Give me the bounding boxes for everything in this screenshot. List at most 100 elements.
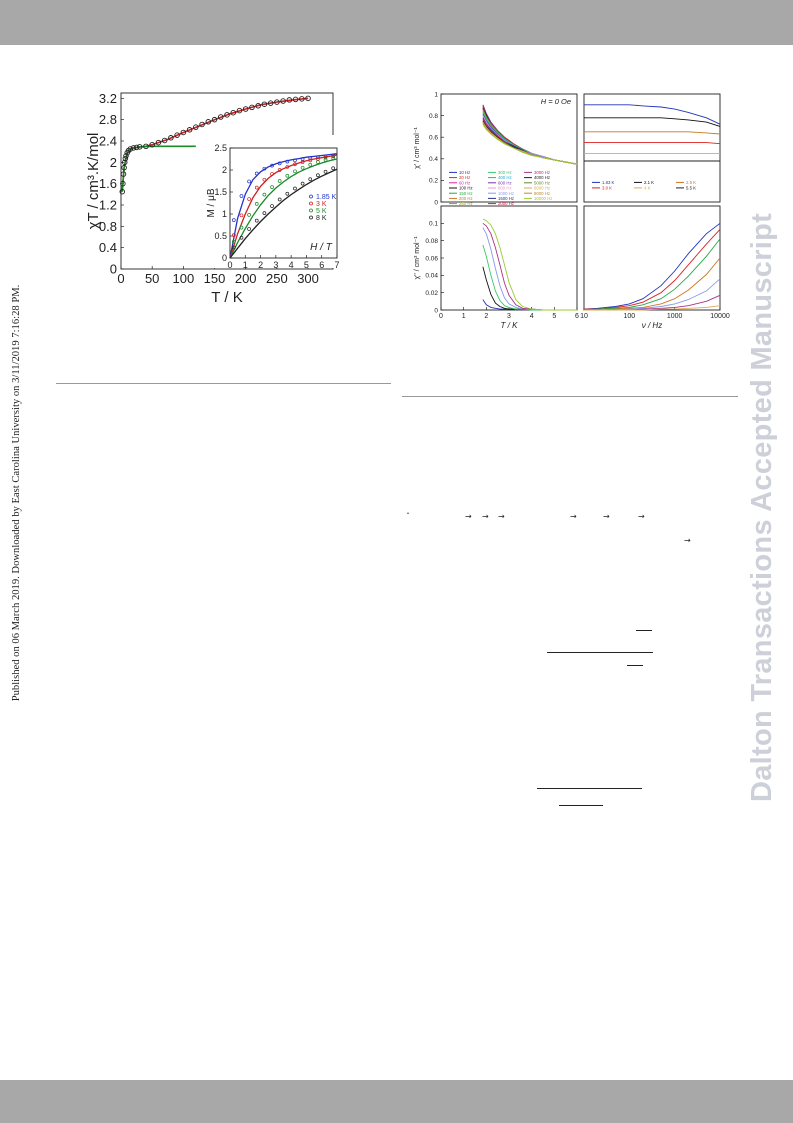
y-tick-label: 0.08	[425, 238, 438, 245]
y-axis-label: χ' / cm³ mol⁻¹	[414, 126, 421, 168]
legend-label: 300 Hz	[498, 170, 512, 175]
inset-data-point	[254, 218, 259, 223]
data-point	[121, 159, 128, 166]
legend-label: 100 Hz	[459, 186, 473, 191]
x-axis-label: ν / Hz	[642, 321, 662, 330]
inset-data-point	[239, 213, 244, 218]
figure-ac-susceptibility: 0 0.2 0.4 0.6 0.8 1 χ' / cm³ mol⁻¹ H = 0 Oe 10 H…	[414, 91, 730, 330]
inset-fit-0	[229, 153, 338, 259]
y-tick-label: 0.5	[214, 231, 227, 241]
x-tick-label: 300	[297, 271, 319, 286]
data-point	[211, 116, 218, 123]
inset-data-point	[300, 160, 305, 164]
data-point	[199, 121, 205, 128]
x-tick-label: 50	[145, 271, 159, 286]
inset-data-point	[308, 162, 313, 167]
y-tick-label: 0	[222, 253, 227, 263]
data-point	[155, 139, 162, 146]
inset-data-point	[300, 181, 305, 186]
data-point	[230, 109, 236, 116]
legend-label: 3 K	[316, 201, 327, 208]
inset-data-point	[247, 227, 251, 231]
y-tick-label: 2	[110, 155, 117, 170]
data-point	[143, 143, 149, 150]
inset-data-point	[254, 185, 259, 190]
y-tick-label: 0.8	[99, 219, 117, 234]
inset-data-point	[323, 158, 328, 162]
inset-data-point	[262, 192, 267, 197]
legend-label: 5 K	[316, 208, 327, 215]
inset-data-point	[239, 235, 244, 240]
chi-prime-vs-T: 0 0.2 0.4 0.6 0.8 1 χ' / cm³ mol⁻¹ H = 0 Oe 10 H…	[414, 91, 578, 206]
inset-fit-3	[229, 168, 338, 259]
legend-label: 3.0 K	[602, 186, 612, 191]
x-tick-label: 0	[117, 271, 124, 286]
inset-data-point	[262, 166, 267, 171]
inset-y-axis-label: M / μB	[206, 188, 217, 217]
data-point	[161, 137, 168, 144]
y-axis-label: χ'' / cm³ mol⁻¹	[414, 236, 421, 280]
inset-fit-2	[229, 158, 338, 259]
legend-label: 1500 Hz	[498, 196, 514, 201]
inset-data-point	[270, 185, 274, 190]
inset-x-axis-label: H / T	[310, 242, 333, 253]
x-tick-label: 3	[507, 313, 511, 320]
data-point	[149, 141, 155, 148]
data-point	[205, 119, 212, 125]
footer-bar	[0, 1080, 793, 1123]
equation-fraction-line	[636, 630, 652, 631]
x-tick-label: 250	[266, 271, 288, 286]
x-tick-label: 150	[204, 271, 226, 286]
data-point	[136, 144, 143, 150]
series-line-5	[482, 218, 577, 311]
inset-data-point	[285, 165, 290, 169]
legend-label: 250 Hz	[459, 201, 473, 206]
series-line-1	[584, 117, 721, 127]
legend-label: 8000 Hz	[534, 191, 550, 196]
legend-label: 4000 Hz	[534, 175, 550, 180]
accepted-manuscript-watermark: Dalton Transactions Accepted Manuscript	[746, 212, 778, 802]
figure-rule-right	[402, 396, 738, 397]
chi-double-prime-vs-frequency: 10 100 1000 10000 ν / Hz	[580, 205, 730, 330]
vector-arrow-glyph: →	[684, 536, 691, 545]
series-line-2	[583, 238, 721, 311]
inset-data-point	[300, 165, 305, 170]
inset-data-point	[231, 245, 236, 250]
inset-data-point	[308, 177, 313, 182]
legend-label: 2000 Hz	[498, 201, 514, 206]
y-tick-label: 0.04	[425, 273, 438, 280]
magnetization-inset: 0 1 2 3 4 5 6 700.511.522.51.85 K3 K5 K8 KH / T…	[206, 135, 340, 270]
inset-data-point	[277, 168, 282, 172]
y-tick-label: 0.06	[425, 255, 438, 262]
x-tick-label: 1000	[667, 313, 683, 320]
x-tick-label: 200	[235, 271, 257, 286]
y-tick-label: 1	[434, 91, 438, 98]
data-point	[123, 153, 129, 159]
legend-label: 4 K	[644, 186, 651, 191]
inset-data-point	[277, 179, 282, 183]
x-axis-label: T / K	[211, 289, 242, 306]
inset-data-point	[270, 204, 274, 208]
plot-frame	[583, 93, 721, 203]
data-point	[280, 98, 286, 104]
inset-data-point	[231, 239, 236, 244]
plot-frame	[229, 147, 338, 259]
data-point	[299, 96, 305, 102]
vector-arrow-glyph: →	[603, 512, 610, 521]
y-tick-label: 0.2	[429, 178, 438, 185]
data-point	[119, 188, 125, 195]
equation-fraction-line	[559, 805, 603, 806]
legend-label: 1.85 K	[316, 194, 337, 201]
legend-marker	[309, 208, 313, 213]
x-tick-label: 10	[580, 313, 588, 320]
inset-data-point	[277, 161, 282, 166]
data-point	[249, 104, 255, 111]
series-line-0	[584, 104, 721, 125]
x-tick-label: 10000	[710, 313, 730, 320]
inset-data-point	[316, 173, 320, 178]
data-point	[255, 103, 261, 109]
legend-label: 60 Hz	[459, 180, 470, 185]
y-axis-label: χT / cm³.K/mol	[85, 133, 102, 230]
y-tick-label: 1.5	[214, 187, 227, 197]
x-tick-label: 0	[439, 313, 443, 320]
